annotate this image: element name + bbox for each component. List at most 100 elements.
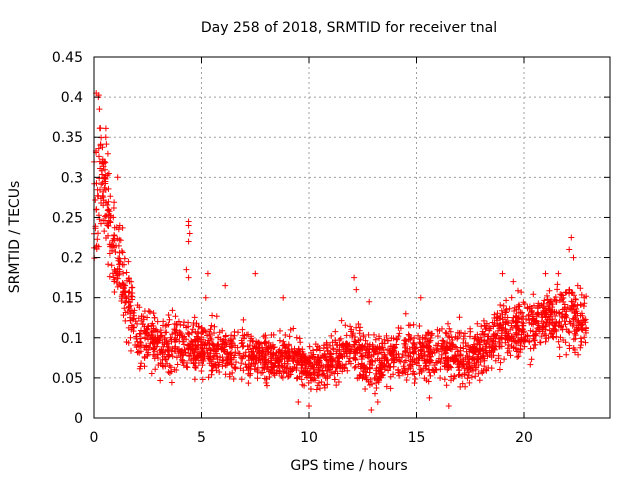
- data-point: [313, 346, 320, 353]
- data-point: [160, 318, 167, 325]
- data-point: [467, 328, 474, 335]
- data-point: [493, 332, 500, 339]
- data-point: [520, 313, 527, 320]
- data-point: [200, 336, 207, 343]
- data-point: [376, 357, 383, 364]
- data-point: [322, 375, 329, 382]
- data-point: [447, 346, 454, 352]
- data-point: [425, 338, 432, 345]
- data-point: [508, 334, 515, 340]
- data-point: [451, 372, 458, 379]
- data-point: [396, 330, 403, 337]
- data-point: [514, 337, 521, 344]
- data-point: [296, 346, 302, 353]
- y-axis-label: SRMTID / TECUs: [7, 181, 23, 294]
- data-point: [239, 332, 246, 339]
- data-point: [210, 341, 217, 348]
- data-point: [445, 364, 452, 371]
- data-point: [426, 345, 433, 351]
- data-point: [383, 383, 390, 390]
- data-point: [402, 347, 409, 354]
- data-point: [178, 356, 185, 363]
- data-point: [215, 334, 221, 341]
- data-point: [105, 211, 112, 218]
- data-point: [507, 326, 514, 333]
- data-point: [262, 338, 269, 345]
- data-point: [543, 309, 550, 316]
- data-point: [219, 354, 226, 361]
- data-point: [457, 351, 464, 358]
- data-point: [394, 336, 401, 342]
- data-point: [555, 338, 562, 345]
- data-point: [157, 377, 164, 384]
- data-point: [202, 294, 209, 301]
- data-point: [291, 364, 298, 370]
- data-point: [176, 338, 183, 345]
- data-point: [567, 305, 573, 312]
- data-point: [232, 342, 239, 349]
- data-point: [128, 278, 135, 285]
- y-tick-label: 0.1: [61, 331, 83, 347]
- data-point: [483, 325, 490, 331]
- data-point: [245, 380, 252, 387]
- data-point: [381, 366, 388, 373]
- data-point: [301, 382, 308, 389]
- data-point: [544, 303, 550, 310]
- data-point: [442, 349, 449, 356]
- data-point: [184, 329, 191, 336]
- data-point: [480, 350, 487, 357]
- data-point: [427, 372, 434, 379]
- data-point: [327, 353, 334, 360]
- data-point: [277, 350, 284, 356]
- data-point: [276, 356, 282, 363]
- data-point: [185, 331, 192, 338]
- data-point: [231, 364, 238, 371]
- data-point: [231, 332, 238, 339]
- data-point: [103, 199, 109, 206]
- data-point: [191, 376, 198, 383]
- data-point: [240, 353, 247, 360]
- data-point: [387, 350, 394, 357]
- data-point: [460, 335, 467, 342]
- data-point: [459, 380, 466, 387]
- data-point: [102, 134, 109, 141]
- data-point: [435, 340, 442, 347]
- data-point: [176, 346, 183, 353]
- data-point: [147, 308, 153, 315]
- data-point: [342, 322, 349, 329]
- data-point: [368, 353, 375, 360]
- data-point: [546, 299, 552, 306]
- data-point: [530, 311, 537, 318]
- data-point: [165, 312, 172, 318]
- data-point: [519, 326, 526, 333]
- scatter-points: [91, 90, 590, 413]
- data-point: [411, 380, 418, 386]
- data-point: [212, 361, 219, 368]
- data-point: [127, 317, 134, 324]
- data-point: [507, 352, 514, 359]
- data-point: [531, 337, 538, 344]
- data-point: [254, 375, 261, 382]
- data-point: [232, 365, 239, 372]
- data-point: [432, 359, 439, 366]
- data-point: [184, 360, 190, 366]
- y-tick-label: 0.15: [52, 291, 83, 307]
- data-point: [168, 379, 175, 386]
- data-point: [474, 337, 481, 344]
- data-point: [532, 341, 539, 348]
- data-point: [442, 329, 449, 336]
- data-point: [582, 339, 589, 346]
- data-point: [441, 363, 448, 370]
- data-point: [117, 237, 124, 244]
- data-point: [195, 330, 202, 337]
- data-point: [516, 303, 523, 310]
- data-point: [145, 347, 152, 353]
- data-point: [111, 232, 118, 239]
- data-point: [496, 366, 503, 373]
- data-point: [250, 361, 257, 368]
- data-point: [556, 344, 563, 351]
- data-point: [513, 306, 520, 313]
- data-point: [344, 340, 351, 347]
- data-point: [211, 330, 217, 336]
- data-point: [148, 370, 155, 377]
